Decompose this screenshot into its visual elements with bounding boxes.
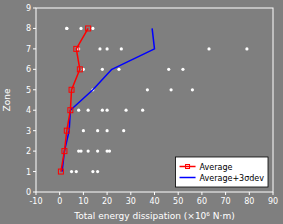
square-marker — [58, 169, 63, 174]
x-tick-label: 80 — [244, 197, 254, 206]
point — [87, 150, 90, 153]
y-tick-label: 4 — [26, 106, 31, 115]
legend-label: Average — [200, 163, 233, 172]
point — [167, 68, 170, 71]
point — [65, 27, 68, 30]
x-axis-label: Total energy dissipation (×10⁶ N·m) — [73, 211, 234, 221]
point — [96, 129, 99, 132]
point — [96, 150, 99, 153]
point — [79, 27, 82, 30]
x-tick-label: 70 — [221, 197, 231, 206]
x-tick-label: 20 — [102, 197, 112, 206]
point — [181, 68, 184, 71]
point — [122, 129, 125, 132]
point — [75, 170, 78, 173]
square-marker — [69, 87, 74, 92]
point — [120, 47, 123, 50]
x-tick-label: -10 — [29, 197, 42, 206]
point — [169, 88, 172, 91]
plot-frame — [36, 8, 273, 192]
x-tick-label: 40 — [149, 197, 159, 206]
point — [77, 109, 80, 112]
data — [58, 26, 248, 174]
y-tick-label: 6 — [26, 65, 31, 74]
y-tick-label: 0 — [26, 188, 31, 197]
square-marker — [74, 46, 79, 51]
square-marker — [68, 108, 73, 113]
point — [70, 170, 73, 173]
y-tick-label: 3 — [26, 127, 31, 136]
x-tick-label: 10 — [78, 197, 88, 206]
y-tick-label: 9 — [26, 4, 31, 13]
x-tick-label: 30 — [126, 197, 136, 206]
point — [191, 88, 194, 91]
square-marker — [77, 67, 82, 72]
x-tick-label: 60 — [197, 197, 207, 206]
point — [82, 129, 85, 132]
y-axis-label: Zone — [2, 88, 12, 111]
x-tick-label: 50 — [173, 197, 183, 206]
y-tick-label: 2 — [26, 147, 31, 156]
point — [146, 88, 149, 91]
legend-item: Average+3σdev — [180, 174, 265, 183]
point — [106, 47, 109, 50]
series-1 — [58, 26, 90, 174]
square-marker — [62, 149, 67, 154]
point — [124, 109, 127, 112]
legend: Average Average+3σdev — [176, 157, 268, 187]
legend-swatch — [180, 177, 196, 179]
point — [101, 109, 104, 112]
line — [61, 28, 88, 171]
legend-label: Average+3σdev — [200, 174, 265, 183]
point — [101, 68, 104, 71]
square-marker — [64, 128, 69, 133]
point — [91, 170, 94, 173]
square-marker — [86, 26, 91, 31]
chart: -1001020304050607080900123456789Total en… — [0, 0, 283, 224]
point — [117, 68, 120, 71]
point — [108, 150, 111, 153]
point — [91, 27, 94, 30]
series-0 — [65, 27, 248, 173]
x-tick-label: 0 — [57, 197, 62, 206]
y-tick-label: 1 — [26, 168, 31, 177]
point — [79, 150, 82, 153]
legend-swatch — [180, 166, 196, 168]
point — [106, 129, 109, 132]
x-tick-label: 90 — [268, 197, 278, 206]
legend-box — [176, 157, 268, 187]
point — [65, 27, 68, 30]
point — [96, 170, 99, 173]
y-tick-label: 7 — [26, 45, 31, 54]
axes: -1001020304050607080900123456789 — [26, 4, 278, 206]
point — [245, 47, 248, 50]
point — [207, 47, 210, 50]
point — [87, 109, 90, 112]
plot-area — [36, 8, 273, 192]
legend-item: Average — [180, 163, 233, 172]
point — [106, 109, 109, 112]
point — [98, 47, 101, 50]
point — [141, 109, 144, 112]
legend-marker — [186, 165, 190, 169]
y-tick-label: 5 — [26, 86, 31, 95]
y-tick-label: 8 — [26, 24, 31, 33]
